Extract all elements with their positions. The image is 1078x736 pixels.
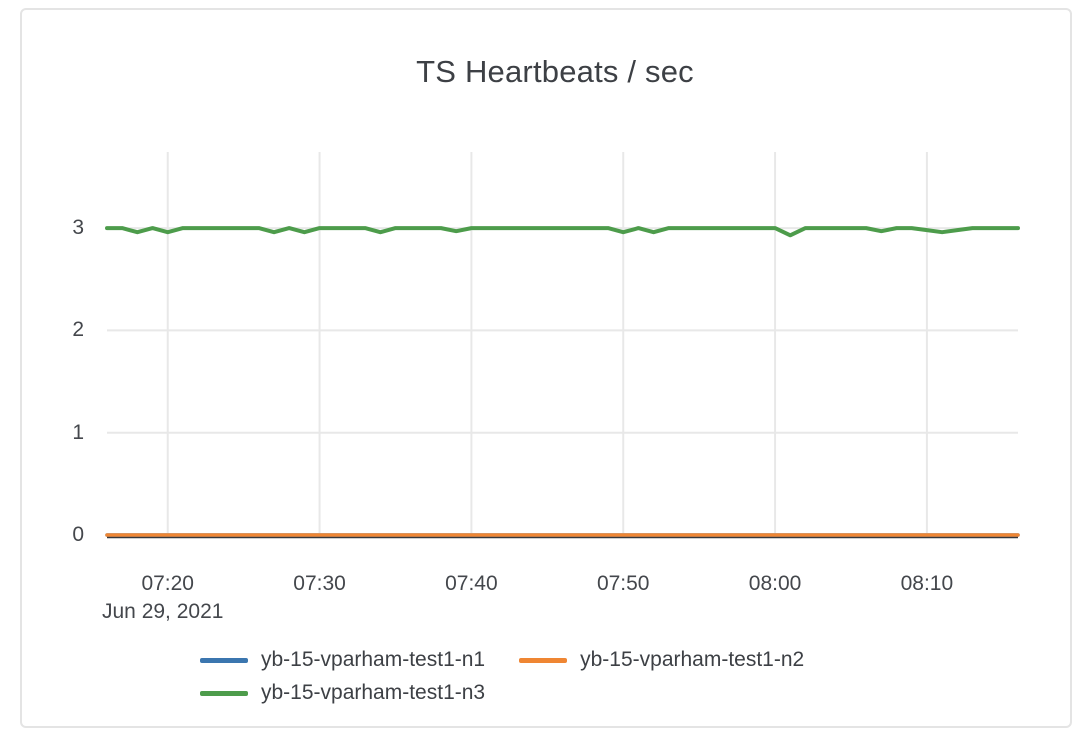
plot-area[interactable] [22,10,1074,730]
legend-row-1: yb-15-vparham-test1-n1 yb-15-vparham-tes… [200,648,804,672]
x-tick-label: 07:20 [141,572,194,595]
legend-swatch-n3-icon [200,690,248,696]
x-tick-label: 08:10 [900,572,954,595]
x-tick-label: 08:00 [748,572,802,595]
legend-swatch-n1-icon [200,657,248,663]
legend-swatch-n2-icon [519,657,568,663]
legend-item-n2[interactable]: yb-15-vparham-test1-n2 [519,648,804,672]
x-tick-label: 07:50 [596,572,650,595]
legend-row-2: yb-15-vparham-test1-n3 [200,681,804,705]
x-axis-date-label: Jun 29, 2021 [102,600,224,623]
legend: yb-15-vparham-test1-n1 yb-15-vparham-tes… [200,648,804,705]
chart-card: TS Heartbeats / sec 07:20 07:30 07:40 07:50… [20,8,1072,728]
legend-label-n3: yb-15-vparham-test1-n3 [261,681,486,704]
series-line-yb-15-vparham-test1-n3 [105,226,1020,238]
y-tick-label: 1 [72,420,84,444]
y-tick-label: 2 [72,318,84,342]
legend-item-n3[interactable]: yb-15-vparham-test1-n3 [200,681,485,705]
legend-item-n1[interactable]: yb-15-vparham-test1-n1 [200,648,485,672]
x-tick-label: 07:30 [293,572,346,595]
y-tick-label: 3 [72,216,84,240]
legend-label-n2: yb-15-vparham-test1-n2 [580,648,805,671]
legend-label-n1: yb-15-vparham-test1-n1 [261,648,486,671]
y-tick-label: 0 [72,523,84,546]
chart-title: TS Heartbeats / sec [416,54,694,89]
x-tick-label: 07:40 [445,572,498,595]
